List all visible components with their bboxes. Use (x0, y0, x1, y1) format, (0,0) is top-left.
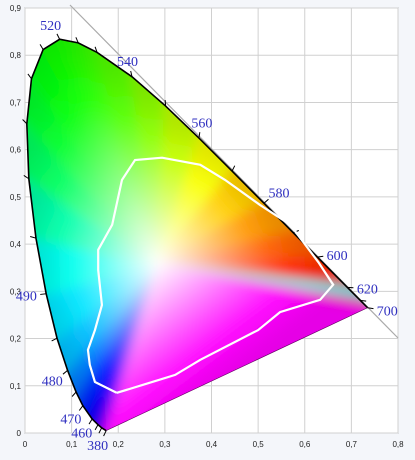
locus-tick (88, 418, 93, 425)
x-tick-label: 0,6 (299, 440, 311, 449)
locus-tick (103, 430, 107, 437)
wavelength-label: 560 (191, 116, 212, 131)
wavelength-label: 540 (117, 55, 138, 70)
wavelength-label: 470 (60, 413, 81, 428)
y-tick-label: 0 (17, 429, 22, 438)
locus-tick (317, 255, 324, 258)
wavelength-label: 460 (71, 427, 92, 442)
locus-tick (30, 236, 37, 239)
y-tick-label: 0,1 (10, 382, 22, 391)
locus-tick (75, 37, 79, 44)
y-tick-label: 0,7 (10, 98, 22, 107)
wavelength-label: 480 (42, 375, 63, 390)
wavelength-label: 700 (377, 304, 398, 319)
locus-tick (94, 424, 99, 431)
gamut-outline (86, 156, 335, 394)
x-tick-label: 0,7 (346, 440, 358, 449)
locus-tick (231, 165, 236, 172)
wavelength-label: 380 (87, 439, 108, 454)
x-tick-label: 0 (23, 440, 28, 449)
locus-tick (94, 46, 98, 53)
wavelength-label: 580 (269, 187, 290, 202)
x-tick-label: 0,8 (392, 440, 404, 449)
wavelength-label: 490 (16, 290, 37, 305)
locus-tick (98, 427, 103, 434)
locus-tick (360, 299, 367, 302)
x-tick-label: 0,3 (159, 440, 171, 449)
locus-tick (40, 293, 47, 295)
y-tick-label: 0,8 (10, 51, 22, 60)
x-tick-label: 0,2 (113, 440, 125, 449)
marks: 0 0,1 0,2 0,3 0,4 0,5 0,6 0,7 0,8 0 0,1 0,2 0,3 0,4 0,… (10, 4, 404, 454)
locus-tick (22, 119, 28, 125)
y-tick-label: 0,9 (10, 4, 22, 13)
locus-tick (130, 70, 133, 77)
locus-tick (23, 175, 30, 180)
locus-tick (367, 307, 374, 310)
y-tick-label: 0,6 (10, 146, 22, 155)
x-tick-label: 0,4 (206, 440, 218, 449)
locus-tick (39, 44, 44, 50)
purple-line (106, 307, 368, 431)
locus-tick (62, 369, 68, 375)
spectral-locus (26, 38, 369, 432)
y-tick-label: 0,3 (10, 287, 22, 296)
locus-tick (71, 391, 77, 397)
wavelength-label: 520 (40, 19, 61, 34)
x-tick-label: 0,1 (66, 440, 78, 449)
locus-tick (263, 198, 269, 204)
wavelength-label: 600 (327, 249, 348, 264)
locus-tick (27, 73, 32, 80)
y-tick-label: 0,5 (10, 193, 22, 202)
y-tick-label: 0,2 (10, 335, 22, 344)
locus-tick (56, 33, 61, 40)
wavelength-label: 620 (357, 282, 378, 297)
y-tick-label: 0,4 (10, 240, 22, 249)
locus-tick (51, 337, 58, 342)
locus-tick (198, 132, 201, 139)
locus-tick (78, 405, 84, 411)
x-tick-label: 0,5 (253, 440, 265, 449)
